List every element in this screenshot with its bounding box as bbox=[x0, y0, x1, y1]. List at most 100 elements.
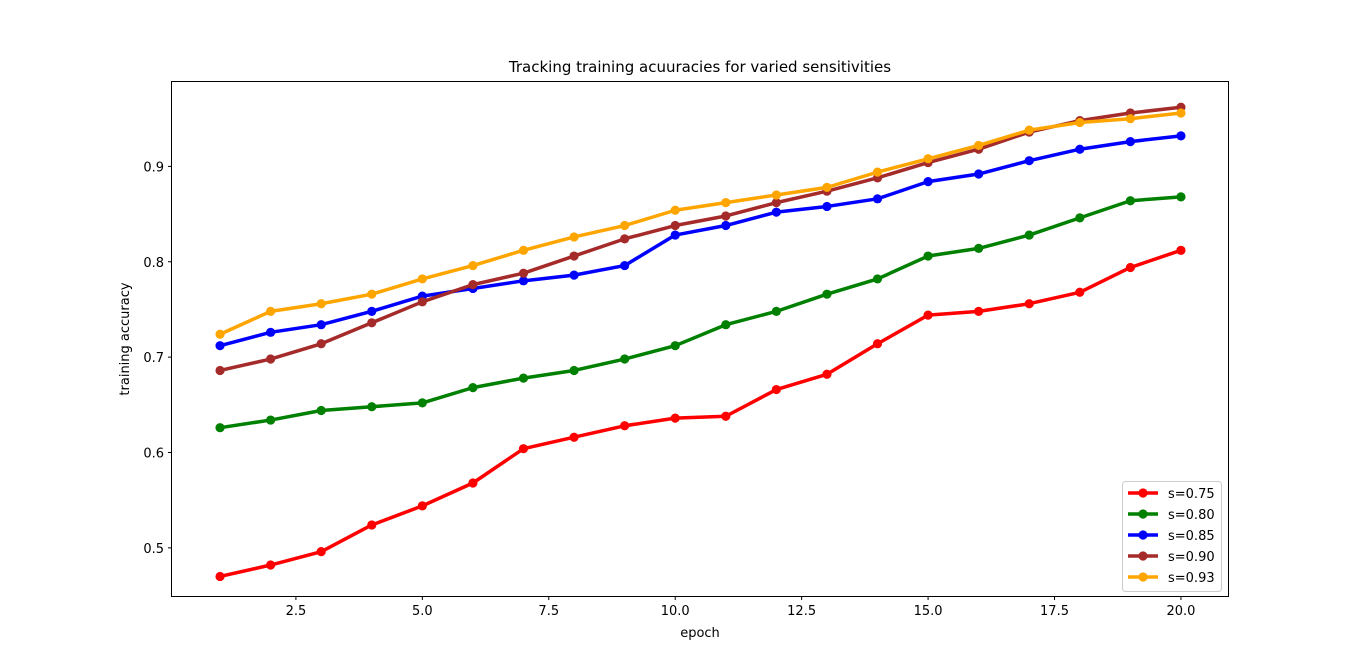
data-point bbox=[1024, 299, 1034, 309]
data-point bbox=[518, 276, 529, 286]
data-point bbox=[569, 270, 579, 280]
y-axis: 0.5 0.6 0.7 0.8 0.9 bbox=[143, 160, 172, 557]
data-point bbox=[266, 306, 276, 316]
series-line bbox=[218, 195, 1183, 430]
legend-marker bbox=[1138, 572, 1148, 582]
x-tick-label: 2.5 bbox=[286, 604, 307, 619]
data-point bbox=[620, 220, 630, 231]
y-tick-label: 0.8 bbox=[143, 256, 164, 271]
legend-item: s=0.85 bbox=[1128, 529, 1215, 544]
axes-frame bbox=[171, 81, 1229, 597]
data-point bbox=[569, 432, 579, 442]
data-point bbox=[215, 365, 225, 376]
data-point bbox=[822, 289, 832, 299]
data-point bbox=[569, 232, 579, 242]
data-point bbox=[266, 354, 276, 364]
data-point bbox=[316, 547, 326, 557]
data-point bbox=[923, 177, 933, 187]
data-point bbox=[620, 234, 630, 244]
data-point bbox=[1024, 125, 1034, 135]
data-point bbox=[518, 444, 529, 454]
data-point bbox=[620, 260, 630, 271]
data-point bbox=[316, 339, 326, 349]
x-axis: 2.5 5.0 7.5 10.0 12.5 15.0 17.5 20.0 bbox=[286, 596, 1195, 619]
data-point bbox=[822, 201, 832, 212]
x-tick-label: 20.0 bbox=[1166, 604, 1195, 619]
data-point bbox=[1176, 131, 1186, 141]
data-point bbox=[266, 327, 276, 337]
x-tick-label: 5.0 bbox=[412, 604, 433, 619]
legend-marker bbox=[1138, 488, 1148, 498]
legend-label: s=0.80 bbox=[1168, 508, 1215, 523]
legend-marker bbox=[1138, 551, 1148, 561]
data-point bbox=[1024, 156, 1034, 166]
data-point bbox=[872, 339, 883, 349]
legend-item: s=0.93 bbox=[1128, 571, 1215, 586]
data-point bbox=[1125, 114, 1135, 124]
legend-item: s=0.90 bbox=[1128, 550, 1215, 565]
data-point bbox=[1176, 108, 1186, 118]
series-s=0.85 bbox=[215, 131, 1186, 351]
y-axis-label: training accuracy bbox=[118, 282, 133, 395]
x-tick-label: 7.5 bbox=[538, 604, 559, 619]
data-point bbox=[518, 373, 529, 383]
y-tick-label: 0.9 bbox=[143, 160, 164, 175]
data-point bbox=[468, 260, 478, 271]
legend-marker bbox=[1138, 509, 1148, 519]
data-point bbox=[468, 383, 478, 393]
data-point bbox=[670, 205, 680, 215]
series-line bbox=[218, 105, 1183, 373]
plot-area bbox=[215, 102, 1186, 582]
data-point bbox=[1075, 287, 1085, 297]
data-point bbox=[721, 320, 731, 330]
data-point bbox=[569, 251, 579, 261]
series-line bbox=[218, 111, 1183, 336]
data-point bbox=[316, 299, 326, 309]
data-point bbox=[367, 289, 377, 299]
data-point bbox=[923, 310, 933, 320]
data-point bbox=[872, 274, 883, 284]
chart-title: Tracking training acuuracies for varied … bbox=[508, 58, 891, 76]
legend-item: s=0.75 bbox=[1128, 487, 1215, 502]
data-point bbox=[367, 318, 377, 328]
data-point bbox=[974, 140, 984, 151]
data-point bbox=[316, 320, 326, 330]
data-point bbox=[1125, 196, 1135, 206]
data-point bbox=[1075, 117, 1085, 128]
data-point bbox=[215, 423, 225, 433]
data-point bbox=[215, 329, 225, 339]
data-point bbox=[417, 297, 427, 307]
data-point bbox=[266, 415, 276, 425]
legend-box bbox=[1122, 481, 1222, 592]
data-point bbox=[518, 268, 529, 278]
x-axis-label: epoch bbox=[680, 626, 720, 641]
data-point bbox=[771, 384, 781, 395]
series-s=0.75 bbox=[215, 245, 1186, 582]
data-point bbox=[620, 354, 630, 364]
data-point bbox=[1125, 262, 1135, 273]
data-point bbox=[822, 369, 832, 379]
data-point bbox=[670, 413, 680, 423]
data-point bbox=[417, 398, 427, 408]
data-point bbox=[316, 405, 326, 416]
data-point bbox=[771, 198, 781, 208]
x-tick-label: 17.5 bbox=[1040, 604, 1069, 619]
data-point bbox=[620, 421, 630, 431]
data-point bbox=[721, 411, 731, 421]
data-point bbox=[518, 245, 529, 255]
data-point bbox=[1176, 245, 1186, 255]
data-point bbox=[215, 341, 225, 351]
data-point bbox=[1125, 137, 1135, 147]
data-point bbox=[771, 207, 781, 217]
series-line bbox=[218, 248, 1183, 579]
data-point bbox=[974, 306, 984, 316]
series-line bbox=[218, 134, 1183, 348]
data-point bbox=[1075, 213, 1085, 223]
x-tick-label: 10.0 bbox=[661, 604, 690, 619]
data-point bbox=[721, 198, 731, 208]
data-point bbox=[1176, 192, 1186, 202]
data-point bbox=[468, 280, 478, 290]
data-point bbox=[721, 220, 731, 231]
y-tick-label: 0.7 bbox=[143, 351, 164, 366]
data-point bbox=[771, 306, 781, 316]
